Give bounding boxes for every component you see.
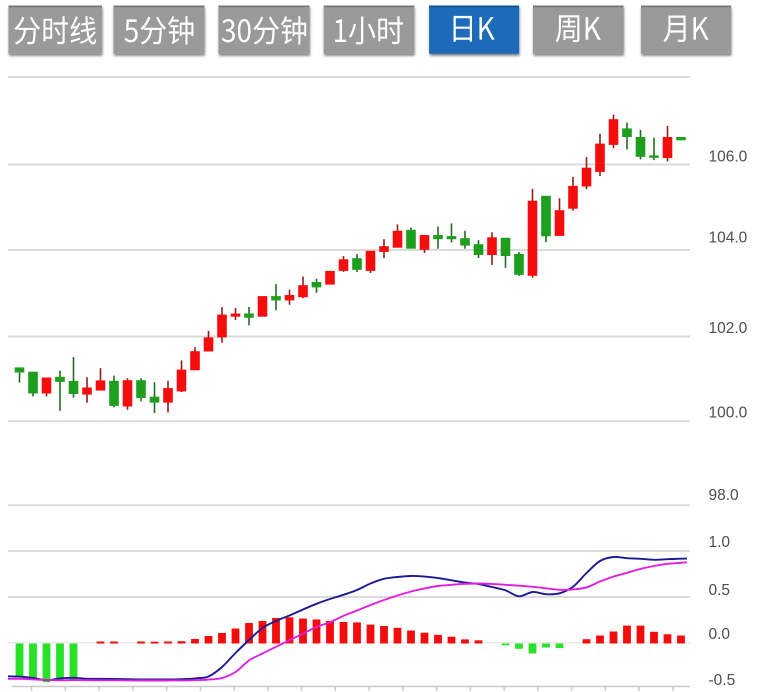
- svg-text:100.0: 100.0: [709, 405, 748, 422]
- svg-text:0.5: 0.5: [709, 582, 731, 599]
- svg-text:98.0: 98.0: [709, 487, 740, 504]
- svg-text:106.0: 106.0: [709, 149, 748, 166]
- svg-text:0.0: 0.0: [709, 626, 731, 643]
- svg-text:102.0: 102.0: [709, 320, 748, 337]
- svg-text:-0.5: -0.5: [709, 672, 736, 689]
- svg-text:104.0: 104.0: [709, 229, 748, 246]
- svg-text:1.0: 1.0: [709, 534, 731, 551]
